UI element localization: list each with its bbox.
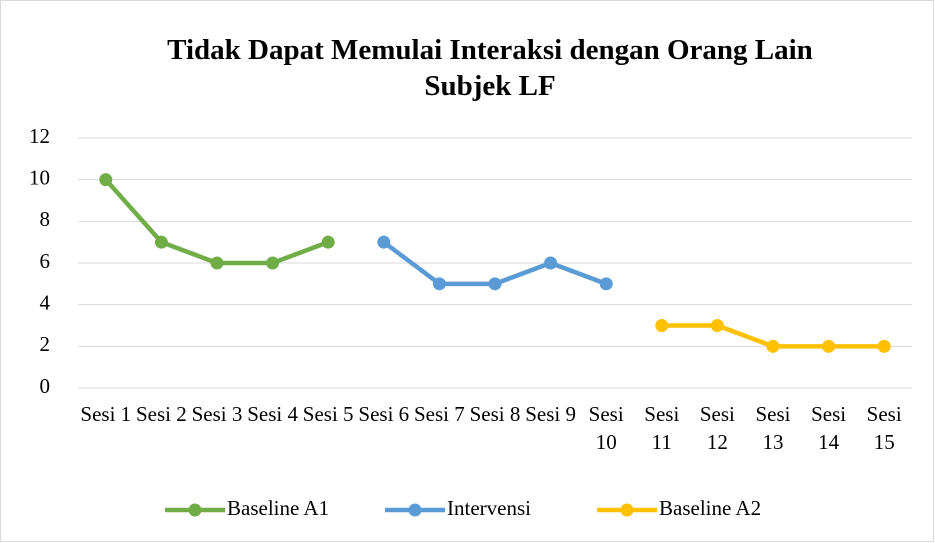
legend-label: Baseline A1 [227, 496, 329, 520]
x-tick-label: Sesi 15 [866, 402, 902, 454]
y-tick-label: 4 [40, 290, 51, 314]
point [655, 319, 669, 332]
point [766, 339, 780, 353]
x-tick-label: Sesi 5 [302, 402, 354, 426]
point [488, 277, 502, 291]
x-tick-label: Sesi 11 [644, 402, 680, 454]
legend-label: Baseline A2 [659, 496, 761, 520]
point [599, 277, 613, 291]
point [432, 277, 446, 291]
y-tick-label: 2 [40, 332, 51, 356]
legend-marker [620, 503, 634, 517]
point [266, 256, 280, 270]
x-tick-label: Sesi 13 [755, 402, 791, 454]
point [154, 235, 168, 249]
point [544, 256, 558, 270]
point [710, 319, 724, 332]
x-tick-label: Sesi 6 [358, 402, 410, 426]
point [321, 235, 335, 249]
point [377, 235, 391, 249]
x-tick-label: Sesi 3 [191, 402, 243, 426]
y-tick-label: 10 [29, 165, 50, 189]
x-tick-label: Sesi 9 [525, 402, 576, 426]
legend-label: Intervensi [447, 496, 531, 520]
point [99, 173, 113, 187]
y-tick-label: 12 [29, 124, 50, 148]
point [822, 339, 836, 353]
x-tick-label: Sesi 8 [469, 402, 521, 426]
x-tick-label: Sesi 14 [811, 402, 847, 454]
point [210, 256, 224, 270]
x-tick-label: Sesi 4 [247, 402, 298, 426]
y-tick-label: 0 [40, 374, 51, 398]
x-tick-label: Sesi 12 [699, 402, 735, 454]
legend-marker [408, 503, 422, 517]
point [877, 339, 891, 353]
x-tick-label: Sesi 7 [414, 402, 465, 426]
y-tick-label: 6 [40, 249, 51, 273]
legend-marker [188, 503, 202, 517]
chart-title: Tidak Dapat Memulai Interaksi dengan Ora… [167, 34, 813, 102]
x-tick-label: Sesi 2 [136, 402, 187, 426]
y-tick-label: 8 [40, 207, 51, 231]
x-tick-label: Sesi 1 [80, 402, 132, 426]
x-tick-label: Sesi 10 [588, 402, 624, 454]
